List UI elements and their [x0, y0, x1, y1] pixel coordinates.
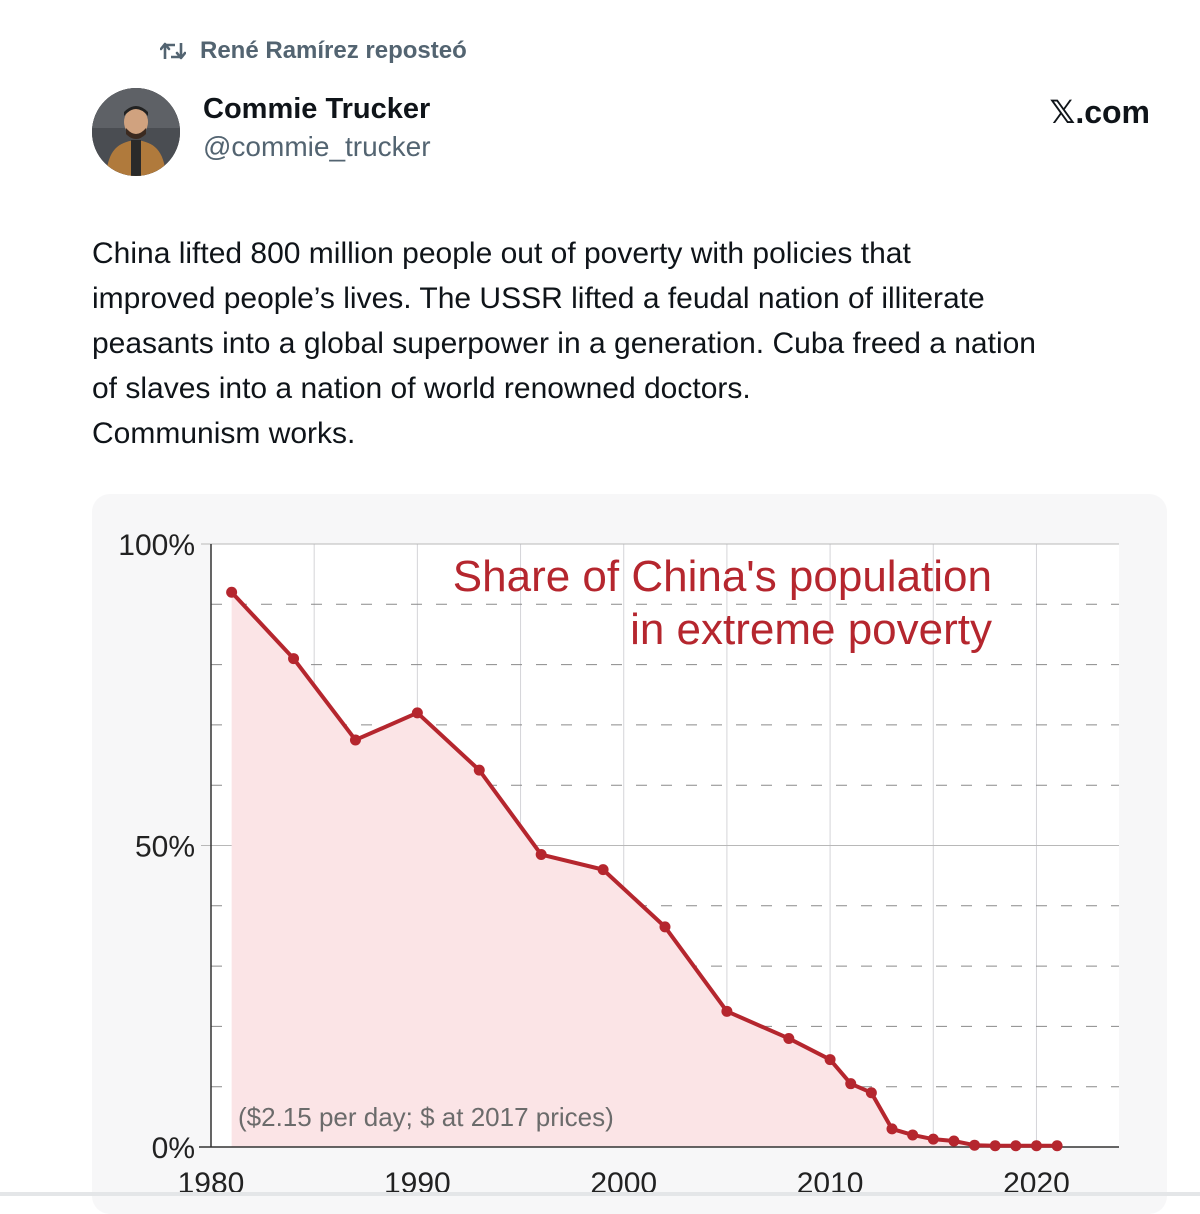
data-point — [1010, 1140, 1022, 1152]
series-area — [231, 592, 1058, 1147]
data-point — [927, 1133, 939, 1145]
chart-title: Share of China's population — [453, 552, 992, 601]
tweet-line: peasants into a global superpower in a g… — [92, 327, 1036, 360]
repost-indicator[interactable]: René Ramírez reposteó — [160, 34, 467, 68]
repost-label: René Ramírez reposteó — [200, 37, 467, 64]
data-point — [721, 1005, 733, 1017]
author-name[interactable]: Commie Trucker — [203, 93, 431, 125]
y-tick-label: 50% — [135, 831, 195, 864]
data-point — [226, 586, 238, 598]
tweet-line: of slaves into a nation of world renowne… — [92, 372, 751, 405]
data-point — [969, 1139, 981, 1151]
data-point — [783, 1032, 795, 1044]
data-point — [1030, 1140, 1042, 1152]
data-point — [989, 1140, 1001, 1152]
chart-annotation: ($2.15 per day; $ at 2017 prices) — [238, 1102, 614, 1132]
repost-icon — [160, 40, 186, 62]
divider — [0, 1192, 1200, 1196]
data-point — [288, 653, 300, 665]
data-point — [411, 707, 423, 719]
tweet-line: Communism works. — [92, 417, 356, 450]
data-point — [473, 764, 485, 776]
tweet-text: China lifted 800 million people out of p… — [92, 231, 1172, 456]
data-point — [1051, 1140, 1063, 1152]
chart-title: in extreme poverty — [630, 605, 992, 654]
data-point — [948, 1135, 960, 1147]
data-point — [349, 734, 361, 746]
media-card[interactable]: ($2.15 per day; $ at 2017 prices) 0% 50% 10… — [92, 494, 1167, 1214]
avatar[interactable] — [92, 88, 180, 176]
tweet-line: China lifted 800 million people out of p… — [92, 237, 911, 270]
data-point — [597, 864, 609, 876]
data-point — [535, 849, 547, 861]
data-point — [907, 1129, 919, 1141]
data-point — [886, 1123, 898, 1135]
author-handle[interactable]: @commie_trucker — [203, 131, 431, 162]
data-point — [845, 1078, 857, 1090]
x-logo: 𝕏.com — [1049, 94, 1150, 130]
data-point — [659, 921, 671, 933]
tweet-line: improved people’s lives. The USSR lifted… — [92, 282, 985, 315]
data-point — [824, 1054, 836, 1066]
series-line — [230, 590, 1058, 1148]
y-tick-label: 100% — [118, 529, 195, 562]
y-tick-label: 0% — [152, 1132, 195, 1165]
poverty-chart: ($2.15 per day; $ at 2017 prices) 0% 50% 10… — [118, 529, 1119, 1200]
data-point — [865, 1087, 877, 1099]
